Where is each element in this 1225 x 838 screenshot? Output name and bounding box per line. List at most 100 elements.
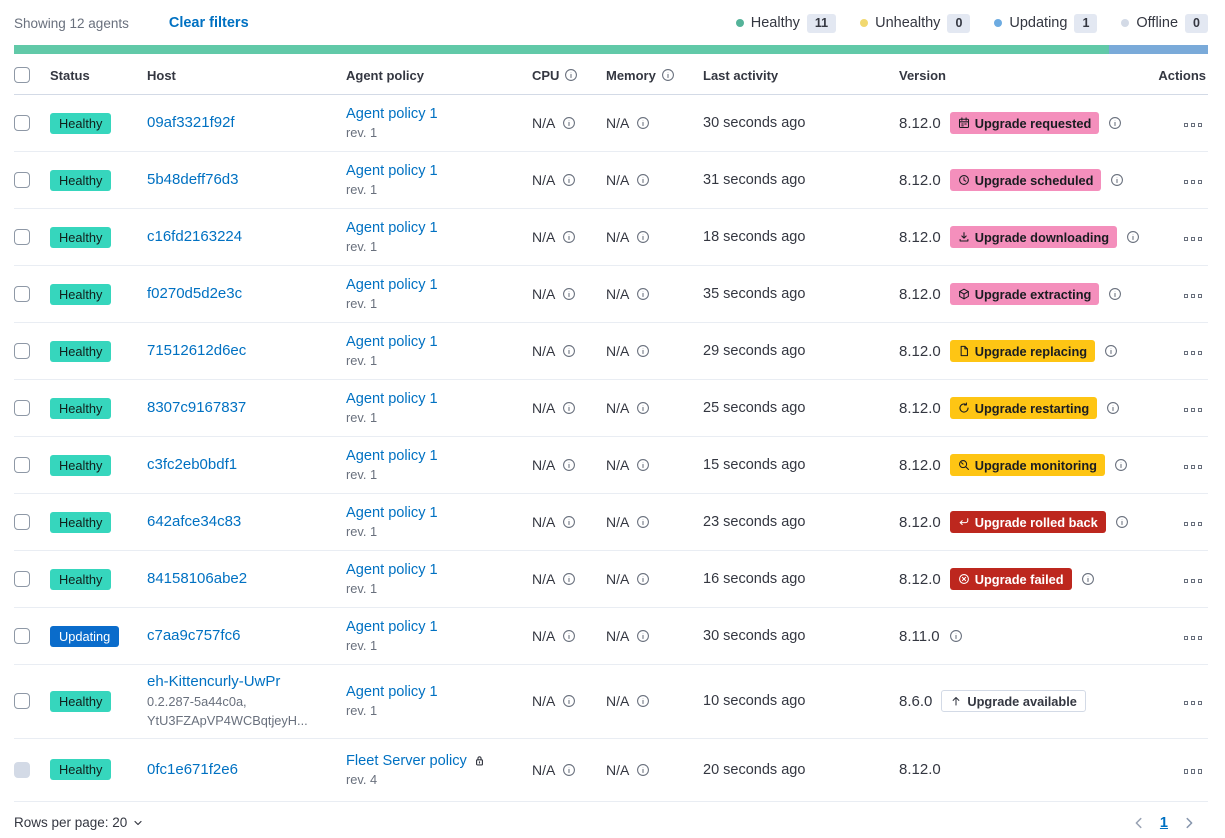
agent-policy-link[interactable]: Agent policy 1 — [346, 277, 438, 293]
row-actions-button[interactable] — [1182, 697, 1205, 710]
row-actions-button[interactable] — [1182, 233, 1205, 246]
cpu-na-info-icon[interactable] — [562, 173, 576, 187]
host-link[interactable]: 8307c9167837 — [147, 399, 247, 416]
agent-policy-link[interactable]: Agent policy 1 — [346, 391, 438, 407]
upgrade-status-badge[interactable]: Upgrade extracting — [949, 283, 1100, 305]
page-number-1[interactable]: 1 — [1159, 814, 1168, 831]
upgrade-status-badge[interactable]: Upgrade restarting — [949, 397, 1098, 419]
cpu-na-info-icon[interactable] — [562, 401, 576, 415]
host-link[interactable]: f0270d5d2e3c — [147, 285, 243, 302]
cpu-na-info-icon[interactable] — [562, 230, 576, 244]
host-link[interactable]: 84158106abe2 — [147, 570, 248, 587]
select-all-checkbox[interactable] — [14, 67, 30, 83]
upgrade-details-info-icon[interactable] — [1108, 287, 1122, 301]
row-actions-button[interactable] — [1182, 461, 1205, 474]
row-checkbox[interactable] — [14, 115, 30, 131]
memory-na-info-icon[interactable] — [636, 763, 650, 777]
agent-policy-link[interactable]: Agent policy 1 — [346, 619, 438, 635]
upgrade-details-info-icon[interactable] — [1114, 458, 1128, 472]
rows-per-page-button[interactable]: Rows per page: 20 — [14, 815, 144, 830]
cpu-na-info-icon[interactable] — [562, 763, 576, 777]
row-actions-button[interactable] — [1182, 765, 1205, 778]
row-actions-button[interactable] — [1182, 575, 1205, 588]
agent-policy-link[interactable]: Agent policy 1 — [346, 562, 438, 578]
last-activity-value: 25 seconds ago — [703, 400, 806, 416]
row-checkbox[interactable] — [14, 693, 30, 710]
row-actions-button[interactable] — [1182, 632, 1205, 645]
upgrade-details-info-icon[interactable] — [1115, 515, 1129, 529]
upgrade-details-info-icon[interactable] — [1081, 572, 1095, 586]
agent-policy-link[interactable]: Agent policy 1 — [346, 505, 438, 521]
row-checkbox[interactable] — [14, 571, 30, 587]
memory-info-icon[interactable] — [661, 68, 675, 82]
memory-na-info-icon[interactable] — [636, 344, 650, 358]
memory-na-info-icon[interactable] — [636, 401, 650, 415]
previous-page-button[interactable] — [1132, 816, 1146, 830]
row-actions-button[interactable] — [1182, 347, 1205, 360]
upgrade-status-badge[interactable]: Upgrade downloading — [949, 226, 1118, 248]
row-actions-button[interactable] — [1182, 176, 1205, 189]
upgrade-status-badge[interactable]: Upgrade replacing — [949, 340, 1096, 362]
cpu-na-info-icon[interactable] — [562, 572, 576, 586]
row-checkbox[interactable] — [14, 286, 30, 302]
cpu-na-info-icon[interactable] — [562, 116, 576, 130]
upgrade-status-badge[interactable]: Upgrade scheduled — [949, 169, 1102, 191]
upgrade-details-info-icon[interactable] — [1126, 230, 1140, 244]
host-link[interactable]: c7aa9c757fc6 — [147, 627, 241, 644]
upgrade-details-info-icon[interactable] — [949, 629, 963, 643]
row-actions-button[interactable] — [1182, 518, 1205, 531]
row-actions-button[interactable] — [1182, 404, 1205, 417]
row-checkbox[interactable] — [14, 457, 30, 473]
memory-na-info-icon[interactable] — [636, 173, 650, 187]
row-checkbox[interactable] — [14, 343, 30, 359]
upgrade-status-badge[interactable]: Upgrade monitoring — [949, 454, 1105, 476]
cpu-info-icon[interactable] — [564, 68, 578, 82]
host-link[interactable]: eh-Kittencurly-UwPr — [147, 673, 281, 690]
agent-policy-link[interactable]: Agent policy 1 — [346, 334, 438, 350]
upgrade-status-badge[interactable]: Upgrade rolled back — [949, 511, 1106, 533]
cpu-na-info-icon[interactable] — [562, 694, 576, 708]
host-link[interactable]: 5b48deff76d3 — [147, 171, 239, 188]
row-checkbox[interactable] — [14, 400, 30, 416]
host-link[interactable]: c3fc2eb0bdf1 — [147, 456, 238, 473]
agent-policy-link[interactable]: Agent policy 1 — [346, 448, 438, 464]
host-link[interactable]: 0fc1e671f2e6 — [147, 760, 238, 778]
host-link[interactable]: c16fd2163224 — [147, 228, 243, 245]
upgrade-status-badge[interactable]: Upgrade available — [941, 690, 1086, 713]
cpu-na-info-icon[interactable] — [562, 344, 576, 358]
upgrade-status-badge[interactable]: Upgrade requested — [949, 112, 1100, 134]
memory-na-info-icon[interactable] — [636, 515, 650, 529]
memory-na-info-icon[interactable] — [636, 458, 650, 472]
memory-na-info-icon[interactable] — [636, 629, 650, 643]
host-link[interactable]: 71512612d6ec — [147, 342, 247, 359]
cpu-na-info-icon[interactable] — [562, 629, 576, 643]
row-checkbox[interactable] — [14, 514, 30, 530]
upgrade-details-info-icon[interactable] — [1110, 173, 1124, 187]
upgrade-details-info-icon[interactable] — [1108, 116, 1122, 130]
upgrade-details-info-icon[interactable] — [1106, 401, 1120, 415]
row-actions-button[interactable] — [1182, 119, 1205, 132]
row-checkbox[interactable] — [14, 628, 30, 644]
cpu-na-info-icon[interactable] — [562, 458, 576, 472]
agent-policy-link[interactable]: Agent policy 1 — [346, 106, 438, 122]
upgrade-details-info-icon[interactable] — [1104, 344, 1118, 358]
row-actions-button[interactable] — [1182, 290, 1205, 303]
host-link[interactable]: 642afce34c83 — [147, 513, 242, 530]
memory-na-info-icon[interactable] — [636, 694, 650, 708]
row-checkbox[interactable] — [14, 172, 30, 188]
clear-filters-link[interactable]: Clear filters — [168, 15, 249, 31]
host-link[interactable]: 09af3321f92f — [147, 114, 235, 131]
agent-policy-link[interactable]: Fleet Server policy — [346, 752, 467, 769]
memory-na-info-icon[interactable] — [636, 116, 650, 130]
agent-policy-link[interactable]: Agent policy 1 — [346, 684, 438, 701]
upgrade-status-badge[interactable]: Upgrade failed — [949, 568, 1072, 590]
memory-na-info-icon[interactable] — [636, 572, 650, 586]
row-checkbox[interactable] — [14, 229, 30, 245]
memory-na-info-icon[interactable] — [636, 230, 650, 244]
next-page-button[interactable] — [1182, 816, 1196, 830]
agent-policy-link[interactable]: Agent policy 1 — [346, 220, 438, 236]
memory-na-info-icon[interactable] — [636, 287, 650, 301]
agent-policy-link[interactable]: Agent policy 1 — [346, 163, 438, 179]
cpu-na-info-icon[interactable] — [562, 515, 576, 529]
cpu-na-info-icon[interactable] — [562, 287, 576, 301]
